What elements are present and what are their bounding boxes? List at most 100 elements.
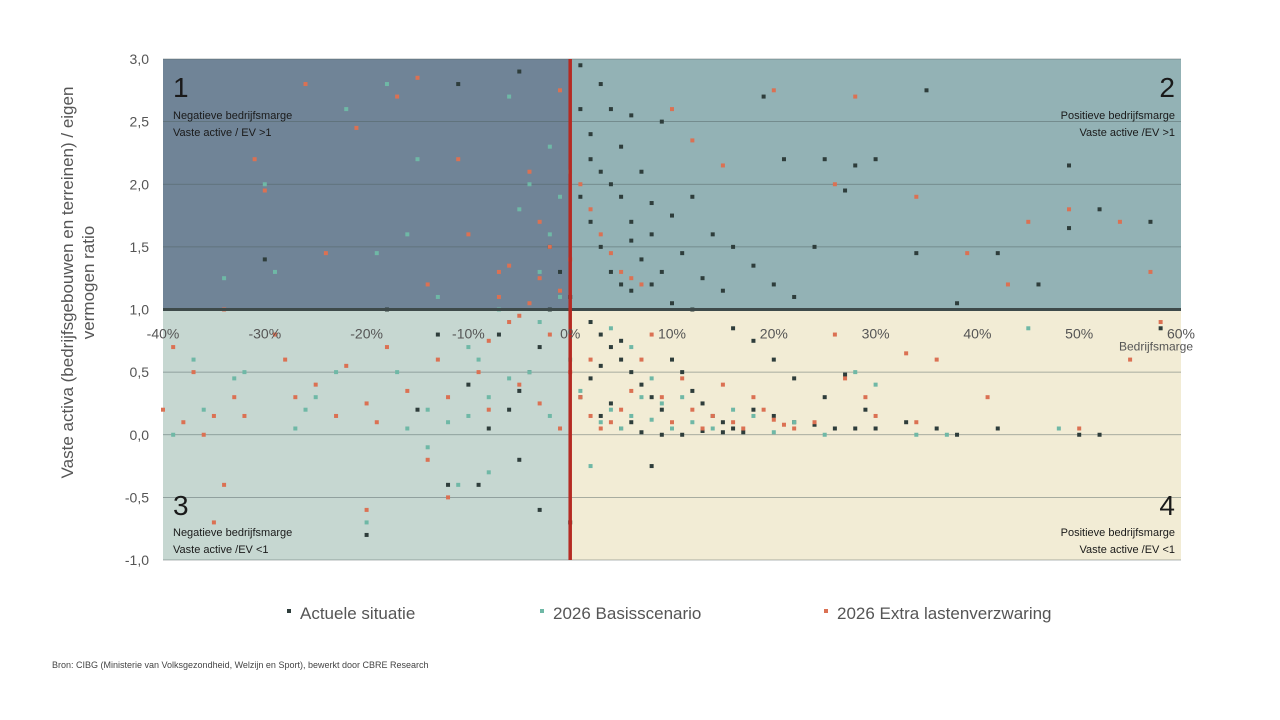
data-point-series0-54 bbox=[731, 426, 736, 431]
data-point-series0-5 bbox=[659, 119, 664, 124]
y-tick-label-8: 3,0 bbox=[130, 51, 150, 67]
data-point-series2-11 bbox=[272, 332, 277, 337]
data-point-series0-92 bbox=[659, 269, 664, 274]
data-point-series0-77 bbox=[608, 401, 613, 406]
data-point-series1-0 bbox=[171, 432, 176, 437]
data-point-series0-88 bbox=[598, 169, 603, 174]
data-point-series1-53 bbox=[1056, 426, 1061, 431]
data-point-series2-107 bbox=[222, 482, 227, 487]
data-point-series2-101 bbox=[507, 263, 512, 268]
data-point-series1-70 bbox=[649, 376, 654, 381]
data-point-series0-46 bbox=[649, 395, 654, 400]
data-point-series2-88 bbox=[578, 182, 583, 187]
data-point-series0-10 bbox=[710, 232, 715, 237]
data-point-series2-17 bbox=[334, 413, 339, 418]
data-point-series1-12 bbox=[395, 370, 400, 375]
data-point-series0-99 bbox=[629, 238, 634, 243]
data-point-series2-36 bbox=[527, 169, 532, 174]
data-point-series0-111 bbox=[466, 382, 471, 387]
data-point-series0-104 bbox=[558, 269, 563, 274]
data-point-series0-49 bbox=[680, 370, 685, 375]
data-point-series1-49 bbox=[873, 382, 878, 387]
data-point-series0-38 bbox=[639, 257, 644, 262]
data-point-series0-100 bbox=[649, 282, 654, 287]
data-point-series2-85 bbox=[832, 182, 837, 187]
data-point-series2-86 bbox=[853, 94, 858, 99]
data-point-series1-40 bbox=[680, 395, 685, 400]
data-point-series2-35 bbox=[517, 382, 522, 387]
data-point-series0-108 bbox=[517, 388, 522, 393]
data-point-series0-78 bbox=[629, 420, 634, 425]
data-point-series1-33 bbox=[608, 407, 613, 412]
data-point-series2-79 bbox=[1148, 269, 1153, 274]
data-point-series0-34 bbox=[598, 244, 603, 249]
data-points bbox=[161, 63, 1163, 537]
data-point-series2-92 bbox=[619, 269, 624, 274]
data-point-series0-21 bbox=[843, 188, 848, 193]
x-tick-label-6: 20% bbox=[760, 326, 788, 342]
data-point-series2-23 bbox=[395, 94, 400, 99]
quadrant-1-line1: Negatieve bedrijfsmarge bbox=[173, 110, 292, 122]
quadrant-labels: 1 Negatieve bedrijfsmarge Vaste active / E… bbox=[173, 72, 1175, 556]
data-point-series2-24 bbox=[405, 388, 410, 393]
data-point-series2-64 bbox=[832, 332, 837, 337]
data-point-series1-60 bbox=[547, 413, 552, 418]
data-point-series2-106 bbox=[364, 507, 369, 512]
data-point-series0-0 bbox=[578, 63, 583, 68]
data-point-series2-22 bbox=[384, 345, 389, 350]
quadrant-4-number: 4 bbox=[1159, 490, 1175, 521]
data-point-series1-10 bbox=[374, 251, 379, 256]
quadrant-1-line2: Vaste active / EV >1 bbox=[173, 127, 272, 139]
data-point-series1-52 bbox=[1026, 326, 1031, 331]
data-point-series2-50 bbox=[670, 420, 674, 425]
data-point-series2-58 bbox=[751, 395, 756, 400]
data-point-series1-32 bbox=[598, 420, 603, 425]
data-point-series2-51 bbox=[680, 376, 685, 381]
data-point-series2-90 bbox=[598, 232, 603, 237]
y-tick-label-4: 1,0 bbox=[130, 302, 150, 318]
data-point-series0-16 bbox=[761, 94, 766, 99]
data-point-series1-28 bbox=[558, 294, 563, 299]
data-point-series0-48 bbox=[670, 357, 674, 362]
data-point-series1-42 bbox=[710, 426, 715, 431]
quadrant-4-line1: Positieve bedrijfsmarge bbox=[1061, 527, 1175, 539]
legend-marker-0 bbox=[287, 609, 291, 613]
data-point-series1-6 bbox=[293, 426, 298, 431]
x-tick-label-7: 30% bbox=[862, 326, 890, 342]
data-point-series2-4 bbox=[201, 432, 206, 437]
data-point-series0-122 bbox=[415, 407, 420, 412]
data-point-series1-24 bbox=[517, 207, 522, 212]
data-point-series2-31 bbox=[476, 370, 481, 375]
data-point-series1-41 bbox=[690, 420, 695, 425]
data-point-series0-83 bbox=[639, 430, 644, 435]
legend-marker-2 bbox=[824, 609, 828, 613]
data-point-series2-108 bbox=[211, 520, 216, 525]
data-point-series0-18 bbox=[822, 157, 827, 162]
data-point-series0-28 bbox=[1067, 163, 1072, 168]
data-point-series2-33 bbox=[496, 269, 501, 274]
data-point-series0-1 bbox=[598, 82, 603, 87]
data-point-series2-47 bbox=[639, 357, 644, 362]
data-point-series2-21 bbox=[374, 420, 379, 425]
data-point-series0-75 bbox=[863, 407, 868, 412]
data-point-series2-57 bbox=[741, 426, 746, 431]
data-point-series2-78 bbox=[1128, 357, 1133, 362]
data-point-series2-70 bbox=[934, 357, 939, 362]
x-axis-ticks: -40% -30% -20% -10% 0% 10% 20% 30% 40% 50% 60% bbox=[147, 326, 1195, 342]
data-point-series0-85 bbox=[680, 432, 685, 437]
data-point-series2-82 bbox=[690, 138, 695, 143]
data-point-series0-39 bbox=[649, 232, 654, 237]
data-point-series1-15 bbox=[425, 407, 430, 412]
data-point-series1-57 bbox=[558, 194, 563, 199]
data-point-series2-93 bbox=[629, 276, 634, 281]
data-point-series0-45 bbox=[639, 382, 644, 387]
data-point-series0-91 bbox=[649, 201, 654, 206]
data-point-series1-55 bbox=[547, 232, 552, 237]
data-point-series0-7 bbox=[639, 169, 644, 174]
data-point-series0-96 bbox=[578, 107, 583, 112]
data-point-series0-93 bbox=[680, 251, 685, 256]
x-axis-label: Bedrijfsmarge bbox=[1119, 340, 1193, 354]
data-point-series2-102 bbox=[496, 294, 501, 299]
data-point-series1-66 bbox=[466, 413, 471, 418]
